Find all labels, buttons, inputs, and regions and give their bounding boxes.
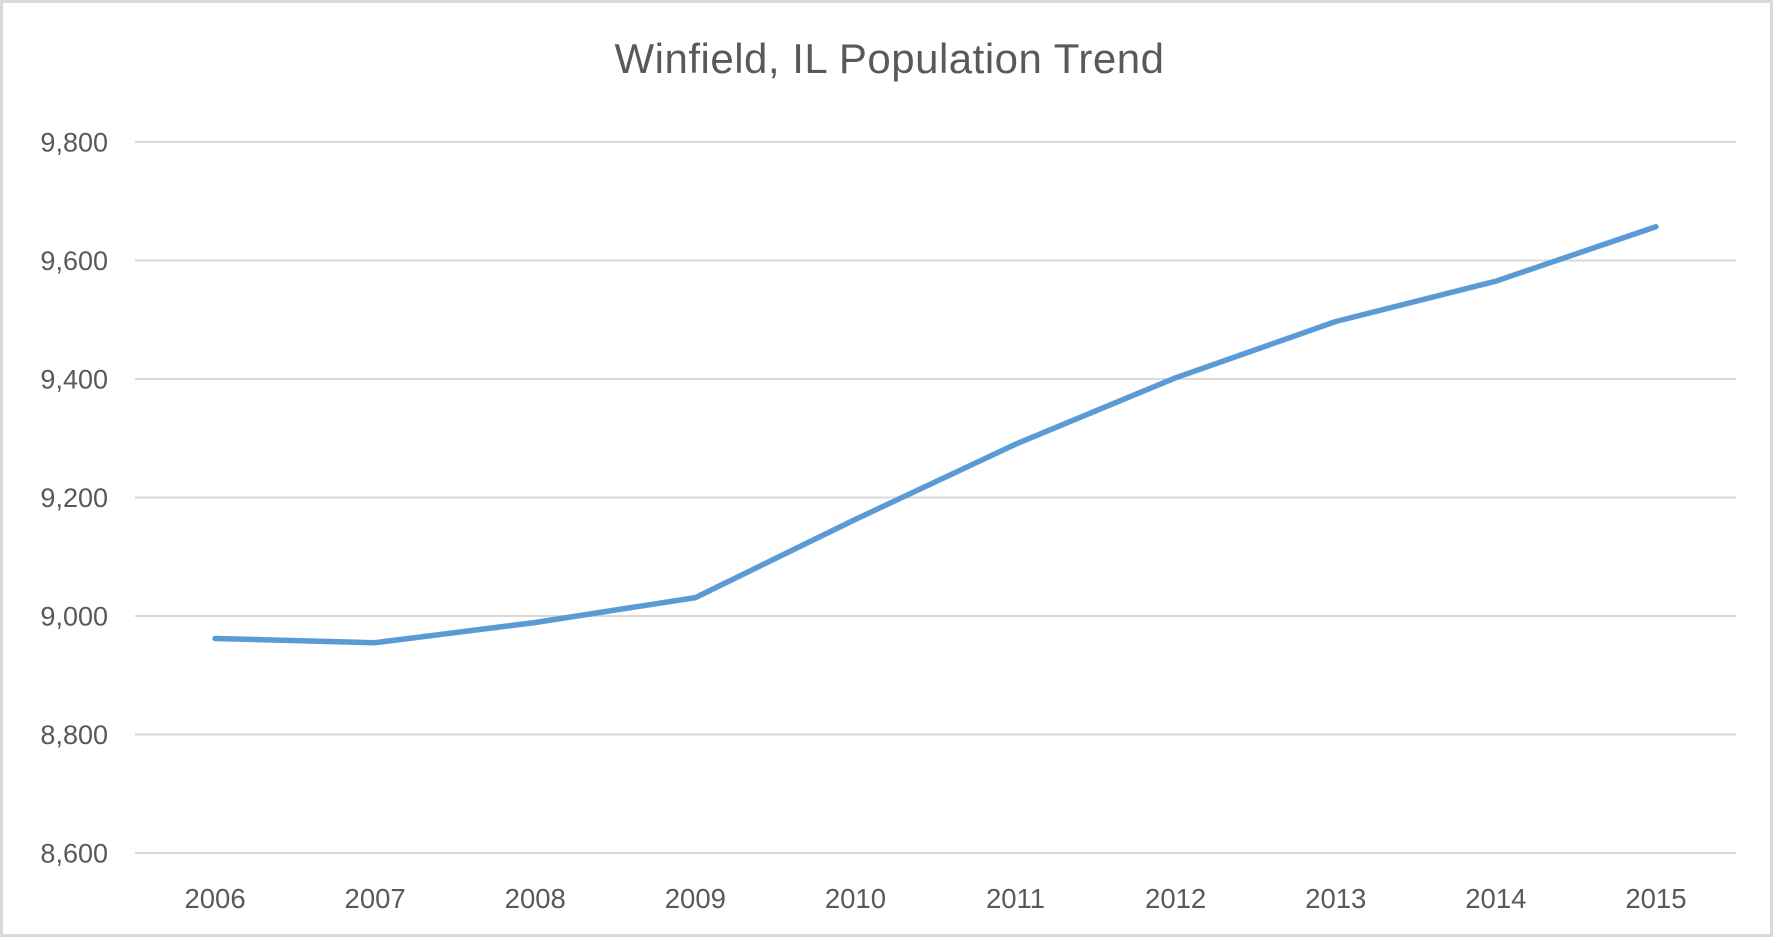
- y-axis-tick-label: 9,800: [40, 128, 108, 158]
- y-axis-tick-label: 9,400: [40, 365, 108, 395]
- x-axis-tick-label: 2014: [1465, 883, 1526, 914]
- y-axis-tick-label: 9,000: [40, 602, 108, 632]
- y-axis-tick-label: 8,600: [40, 839, 108, 869]
- y-axis-tick-label: 9,200: [40, 483, 108, 513]
- x-axis-tick-label: 2008: [505, 883, 566, 914]
- x-axis-tick-label: 2010: [825, 883, 886, 914]
- population-trend-line: [212, 223, 1659, 646]
- x-axis-tick-label: 2006: [184, 883, 245, 914]
- population-line-chart: 8,600 8,800 9,000 9,200 9,400 9,600 9,800 2006 2…: [40, 128, 1736, 914]
- x-axis-tick-label: 2013: [1305, 883, 1366, 914]
- x-axis-tick-label: 2011: [986, 883, 1045, 914]
- x-axis-tick-label: 2012: [1145, 883, 1206, 914]
- x-axis-tick-label: 2009: [665, 883, 726, 914]
- y-axis-tick-label: 8,800: [40, 720, 108, 750]
- x-axis-tick-label: 2007: [345, 883, 406, 914]
- x-axis-tick-label: 2015: [1625, 883, 1686, 914]
- y-axis-tick-label: 9,600: [40, 246, 108, 276]
